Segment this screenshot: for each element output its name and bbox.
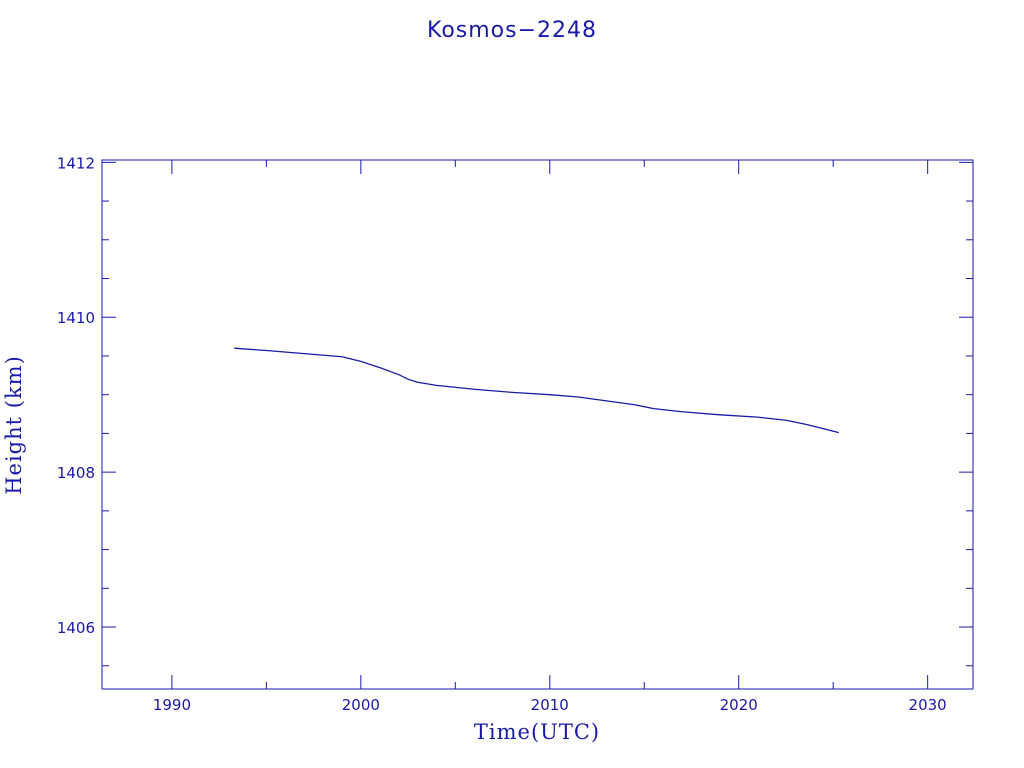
y-tick-label: 1408: [57, 464, 95, 482]
y-tick-label: 1412: [57, 154, 95, 172]
y-axis-label: Height (km): [2, 355, 26, 495]
chart-title: Kosmos−2248: [427, 18, 597, 43]
plot-frame: [101, 159, 974, 690]
series-line: [234, 347, 840, 434]
y-tick-label: 1406: [57, 619, 95, 637]
x-tick-label: 2000: [342, 696, 380, 714]
x-tick-label: 2020: [720, 696, 758, 714]
x-tick-label: 2010: [531, 696, 569, 714]
x-tick-label: 2030: [909, 696, 947, 714]
x-tick-label: 1990: [153, 696, 191, 714]
axis-tick-labels: 1990 2000 2010 2020 2030 1406 1408 1410 1412: [57, 154, 947, 714]
x-axis-label: Time(UTC): [474, 720, 600, 744]
y-tick-label: 1410: [57, 309, 95, 327]
axis-ticks: [102, 160, 973, 689]
